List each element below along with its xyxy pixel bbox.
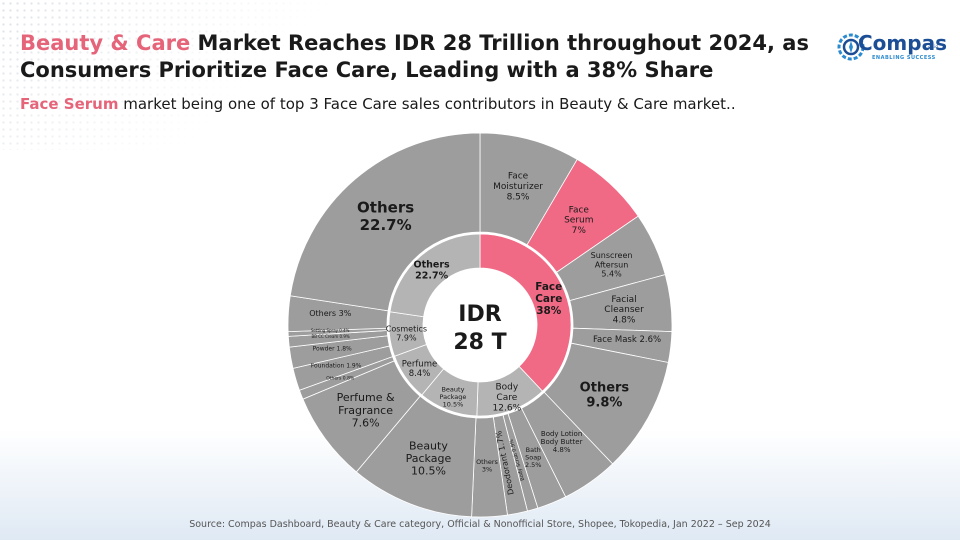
outer-label-14-foundation: Foundation 1.9% — [311, 363, 362, 370]
outer-label-19-others-line: 22.7% — [360, 216, 412, 234]
outer-label-5-others-line: 9.8% — [586, 395, 622, 410]
outer-label-0-face-moisturizer-line: 8.5% — [507, 192, 530, 202]
outer-label-10-others-line: 3% — [482, 465, 492, 473]
outer-label-1-face-serum-line: Serum — [564, 216, 593, 226]
page-title: Beauty & Care Market Reaches IDR 28 Tril… — [20, 30, 820, 84]
inner-label-0-face-care-line: 38% — [536, 305, 562, 317]
inner-label-5-others-line: 22.7% — [415, 270, 448, 281]
outer-label-18-others: Others 3% — [309, 309, 352, 318]
outer-label-12-perfume-fragrance-line: Perfume & — [337, 391, 395, 404]
outer-label-11-beauty-package-line: Package — [406, 452, 452, 465]
outer-label-10-others-line: Others — [476, 458, 498, 466]
outer-label-2-sunscreen-aftersun-line: Aftersun — [595, 260, 629, 269]
outer-label-1-face-serum-line: Face — [569, 205, 590, 215]
outer-label-7-bath-soap-line: Soap — [525, 453, 541, 461]
title-rest: Market Reaches IDR 28 Trillion throughou… — [20, 31, 809, 82]
outer-label-2-sunscreen-aftersun: Sunscreen Aftersun 5.4% — [591, 251, 633, 278]
inner-label-4-cosmetics: Cosmetics 7.9% — [386, 324, 427, 342]
inner-label-5-others-line: Others — [414, 260, 451, 271]
outer-label-14-foundation-line: Foundation 1.9% — [311, 363, 362, 370]
inner-label-1-body-care: Body Care 12.6% — [493, 383, 522, 414]
dot-pattern-decoration — [0, 0, 330, 150]
logo-superscript: .co.id — [927, 44, 938, 49]
outer-label-5-others-line: Others — [580, 380, 630, 395]
outer-label-13-others-line: Others 0.8% — [326, 375, 355, 381]
outer-slice-19-others — [289, 132, 481, 312]
outer-label-6-body-lotion-body-butter-line: Body Butter — [541, 438, 583, 446]
subtitle-accent: Face Serum — [20, 95, 119, 113]
outer-label-3-facial-cleanser-line: 4.8% — [613, 315, 636, 325]
inner-label-0-face-care-line: Care — [535, 293, 562, 305]
outer-label-1-face-serum-line: 7% — [572, 226, 587, 236]
inner-label-1-body-care-line: Body — [495, 383, 518, 393]
compass-icon — [837, 33, 865, 61]
outer-label-0-face-moisturizer-line: Moisturizer — [493, 182, 543, 192]
outer-label-3-facial-cleanser: Facial Cleanser 4.8% — [604, 295, 644, 326]
source-note: Source: Compas Dashboard, Beauty & Care … — [189, 519, 771, 530]
center-label-line-0: IDR — [458, 302, 501, 327]
outer-label-11-beauty-package: Beauty Package 10.5% — [406, 439, 452, 477]
outer-label-1-face-serum: Face Serum 7% — [564, 205, 593, 236]
outer-label-12-perfume-fragrance-line: Fragrance — [338, 404, 393, 417]
outer-label-0-face-moisturizer: Face Moisturizer 8.5% — [493, 172, 543, 203]
inner-label-4-cosmetics-line: 7.9% — [396, 334, 417, 343]
outer-label-11-beauty-package-line: Beauty — [409, 439, 448, 452]
outer-label-12-perfume-fragrance-line: 7.6% — [352, 416, 380, 429]
outer-label-15-powder-line: Powder 1.8% — [313, 346, 352, 353]
inner-label-3-perfume-line: Perfume — [402, 359, 437, 369]
inner-label-5-others: Others 22.7% — [414, 260, 451, 282]
inner-label-3-perfume: Perfume 8.4% — [402, 359, 437, 379]
outer-label-16-bb-cc-cream: BB CC Cream 0.9% — [311, 334, 349, 339]
outer-label-0-face-moisturizer-line: Face — [508, 172, 529, 182]
outer-label-6-body-lotion-body-butter: Body Lotion Body Butter 4.8% — [541, 430, 583, 454]
outer-label-6-body-lotion-body-butter-line: Body Lotion — [541, 430, 582, 438]
outer-label-17-setting-spray-line: Setting Spray 0.4% — [311, 328, 350, 333]
outer-label-7-bath-soap-line: 2.5% — [525, 461, 542, 469]
outer-label-7-bath-soap: Bath Soap 2.5% — [525, 446, 542, 469]
outer-label-15-powder: Powder 1.8% — [313, 346, 352, 353]
outer-label-16-bb-cc-cream-line: BB CC Cream 0.9% — [311, 334, 349, 339]
outer-label-7-bath-soap-line: Bath — [526, 446, 541, 454]
outer-label-5-others: Others 9.8% — [580, 380, 630, 410]
outer-label-2-sunscreen-aftersun-line: 5.4% — [601, 270, 622, 279]
inner-label-0-face-care: Face Care 38% — [535, 281, 562, 317]
outer-label-4-face-mask-line: Face Mask 2.6% — [593, 335, 661, 345]
title-accent: Beauty & Care — [20, 31, 191, 55]
logo-tagline: ENABLING SUCCESS — [872, 55, 936, 61]
outer-label-19-others: Others 22.7% — [357, 199, 414, 234]
center-label-line-1: 28 T — [453, 330, 506, 355]
outer-label-4-face-mask: Face Mask 2.6% — [593, 335, 661, 345]
inner-label-2-beauty-package-line: Package — [439, 393, 466, 401]
outer-label-19-others-line: Others — [357, 199, 414, 217]
compas-logo: Compas .co.id ENABLING SUCCESS — [836, 28, 947, 68]
outer-label-17-setting-spray: Setting Spray 0.4% — [311, 328, 350, 333]
inner-label-2-beauty-package-line: 10.5% — [443, 400, 464, 408]
inner-label-1-body-care-line: Care — [496, 393, 517, 403]
outer-label-6-body-lotion-body-butter-line: 4.8% — [553, 446, 571, 454]
outer-label-3-facial-cleanser-line: Cleanser — [604, 305, 644, 315]
inner-label-4-cosmetics-line: Cosmetics — [386, 324, 427, 333]
page-subtitle: Face Serum market being one of top 3 Fac… — [20, 94, 820, 114]
outer-label-10-others: Others 3% — [476, 458, 498, 473]
outer-label-3-facial-cleanser-line: Facial — [611, 295, 636, 305]
inner-label-2-beauty-package-line: Beauty — [441, 385, 464, 393]
inner-label-3-perfume-line: 8.4% — [409, 369, 431, 379]
outer-label-13-others: Others 0.8% — [326, 375, 355, 381]
inner-label-0-face-care-line: Face — [535, 281, 562, 293]
logo-wordmark: Compas — [858, 31, 947, 55]
outer-label-12-perfume-fragrance: Perfume & Fragrance 7.6% — [337, 391, 395, 429]
outer-label-18-others-line: Others 3% — [309, 309, 352, 318]
subtitle-rest: market being one of top 3 Face Care sale… — [118, 95, 736, 113]
inner-label-2-beauty-package: Beauty Package 10.5% — [439, 385, 466, 408]
outer-label-11-beauty-package-line: 10.5% — [411, 465, 446, 478]
center-hole — [423, 268, 537, 382]
inner-label-1-body-care-line: 12.6% — [493, 403, 522, 413]
outer-label-2-sunscreen-aftersun-line: Sunscreen — [591, 251, 633, 260]
